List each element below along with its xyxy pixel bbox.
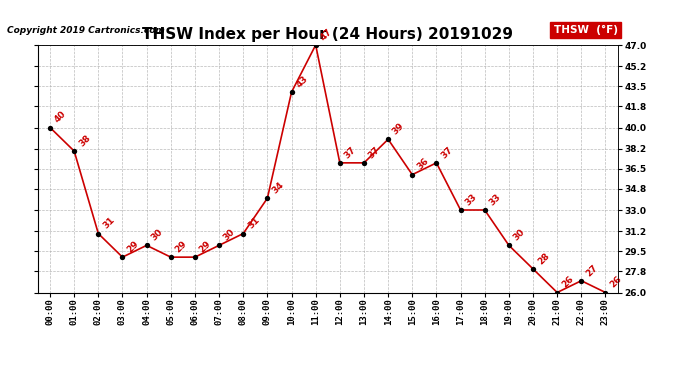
Text: 38: 38 <box>77 133 92 148</box>
Point <box>504 242 515 248</box>
Point <box>214 242 225 248</box>
Point <box>334 160 345 166</box>
Point <box>552 290 563 296</box>
Text: Copyright 2019 Cartronics.com: Copyright 2019 Cartronics.com <box>7 26 165 35</box>
Title: THSW Index per Hour (24 Hours) 20191029: THSW Index per Hour (24 Hours) 20191029 <box>142 27 513 42</box>
Point <box>600 290 611 296</box>
Point <box>92 231 104 237</box>
Text: THSW  (°F): THSW (°F) <box>553 25 618 35</box>
Text: 30: 30 <box>512 228 526 243</box>
Point <box>406 172 417 178</box>
Point <box>527 266 538 272</box>
Point <box>455 207 466 213</box>
Text: 27: 27 <box>584 262 600 278</box>
Point <box>575 278 586 284</box>
Point <box>69 148 80 154</box>
Point <box>44 124 56 130</box>
Text: 37: 37 <box>440 145 455 160</box>
Text: 29: 29 <box>198 239 213 254</box>
Point <box>189 254 200 260</box>
Text: 29: 29 <box>174 239 189 254</box>
Point <box>431 160 442 166</box>
Text: 31: 31 <box>101 216 117 231</box>
Text: 33: 33 <box>488 192 503 207</box>
Point <box>479 207 490 213</box>
Point <box>141 242 152 248</box>
Text: 40: 40 <box>53 110 68 125</box>
Text: 26: 26 <box>609 274 624 290</box>
Point <box>117 254 128 260</box>
Point <box>262 195 273 201</box>
Text: 30: 30 <box>222 228 237 243</box>
Text: 43: 43 <box>295 74 310 89</box>
Text: 29: 29 <box>126 239 141 254</box>
Point <box>237 231 248 237</box>
Text: 28: 28 <box>536 251 551 266</box>
Point <box>382 136 393 142</box>
Text: 34: 34 <box>270 180 286 195</box>
Text: 33: 33 <box>464 192 479 207</box>
Text: 30: 30 <box>150 228 164 243</box>
Text: 26: 26 <box>560 274 575 290</box>
Point <box>359 160 370 166</box>
Text: 36: 36 <box>415 157 431 172</box>
Point <box>310 42 321 48</box>
Text: 31: 31 <box>246 216 262 231</box>
Text: 47: 47 <box>319 27 334 42</box>
Text: 37: 37 <box>367 145 382 160</box>
Text: 39: 39 <box>391 121 406 136</box>
Point <box>286 89 297 95</box>
Text: 37: 37 <box>343 145 358 160</box>
Point <box>166 254 177 260</box>
